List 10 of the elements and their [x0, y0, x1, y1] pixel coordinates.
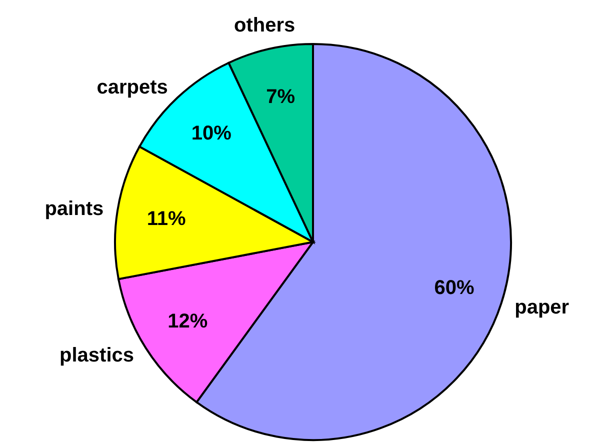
slice-label: paints	[44, 198, 104, 220]
slice-label: carpets	[96, 76, 168, 98]
data-label: 12%	[168, 310, 208, 333]
data-label: 11%	[146, 208, 186, 230]
data-label: 60%	[434, 276, 474, 299]
data-label: 10%	[191, 122, 232, 145]
data-label: 7%	[266, 86, 296, 108]
slice-label: others	[234, 14, 296, 36]
slice-label: paper	[514, 296, 570, 319]
slice-label: plastics	[60, 344, 134, 367]
